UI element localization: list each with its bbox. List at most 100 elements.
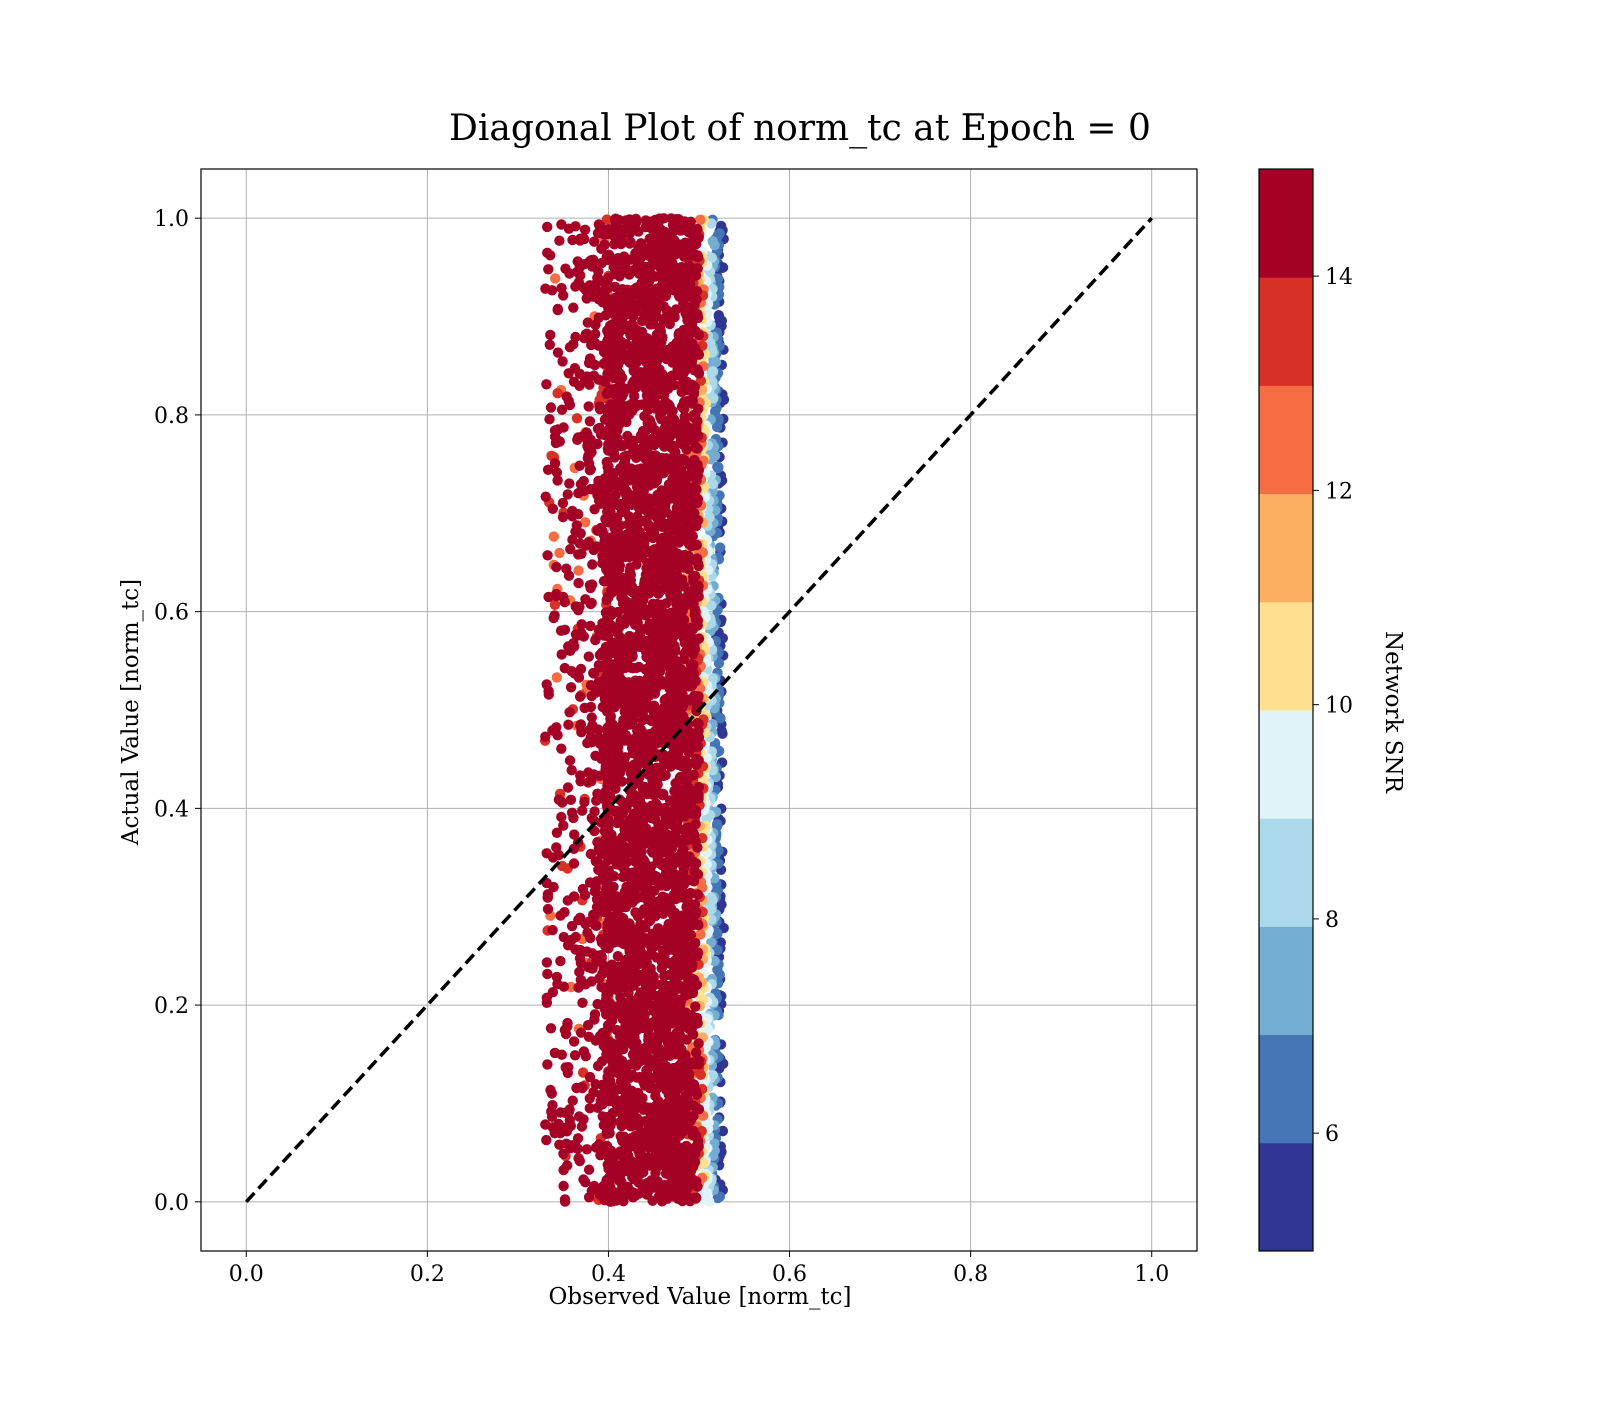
scatter-point <box>613 951 623 961</box>
scatter-point <box>596 244 606 254</box>
scatter-point <box>572 413 582 423</box>
scatter-point <box>616 226 626 236</box>
scatter-point <box>628 440 638 450</box>
scatter-point <box>620 760 630 770</box>
scatter-point <box>554 850 564 860</box>
scatter-point <box>554 1140 564 1150</box>
scatter-point <box>578 1174 588 1184</box>
scatter-point <box>573 488 583 498</box>
scatter-point <box>578 884 588 894</box>
scatter-point <box>570 363 580 373</box>
scatter-point <box>691 294 701 304</box>
scatter-point <box>543 892 553 902</box>
scatter-point <box>690 604 700 614</box>
scatter-point <box>556 626 566 636</box>
scatter-point <box>617 1133 627 1143</box>
scatter-point <box>543 264 553 274</box>
scatter-point <box>644 1160 654 1170</box>
scatter-point <box>576 719 586 729</box>
scatter-point <box>560 1196 570 1206</box>
scatter-point <box>621 711 631 721</box>
scatter-point <box>563 782 573 792</box>
scatter-point <box>552 972 562 982</box>
scatter-point <box>601 995 611 1005</box>
scatter-point <box>615 535 625 545</box>
scatter-point <box>567 506 577 516</box>
scatter-point <box>695 215 705 225</box>
scatter-point <box>681 510 691 520</box>
scatter-point <box>650 1182 660 1192</box>
scatter-point <box>693 615 703 625</box>
scatter-point <box>575 770 585 780</box>
scatter-point <box>691 858 701 868</box>
scatter-point <box>542 679 552 689</box>
scatter-point <box>603 273 613 283</box>
scatter-point <box>587 579 597 589</box>
scatter-point <box>612 894 622 904</box>
scatter-point <box>644 316 654 326</box>
scatter-point <box>582 429 592 439</box>
scatter-point <box>599 1120 609 1130</box>
scatter-point <box>609 262 619 272</box>
scatter-point <box>638 991 648 1001</box>
scatter-point <box>659 732 669 742</box>
scatter-point <box>542 957 552 967</box>
scatter-point <box>552 475 562 485</box>
scatter-point <box>564 707 574 717</box>
scatter-point <box>683 385 693 395</box>
scatter-point <box>667 258 677 268</box>
scatter-point <box>596 1096 606 1106</box>
scatter-point <box>655 666 665 676</box>
scatter-point <box>581 540 591 550</box>
scatter-point <box>661 958 671 968</box>
scatter-point <box>693 889 703 899</box>
scatter-point <box>678 550 688 560</box>
scatter-point <box>684 274 694 284</box>
scatter-point <box>606 1064 616 1074</box>
scatter-point <box>616 1107 626 1117</box>
scatter-point <box>550 432 560 442</box>
scatter-point <box>561 1029 571 1039</box>
scatter-point <box>564 268 574 278</box>
scatter-point <box>684 227 694 237</box>
scatter-point <box>591 796 601 806</box>
scatter-point <box>673 750 683 760</box>
scatter-point <box>540 732 550 742</box>
scatter-point <box>559 982 569 992</box>
scatter-point <box>570 944 580 954</box>
scatter-point <box>611 360 621 370</box>
scatter-point <box>645 915 655 925</box>
scatter-point <box>567 808 577 818</box>
scatter-point <box>691 760 701 770</box>
scatter-point <box>613 651 623 661</box>
scatter-point <box>623 820 633 830</box>
scatter-point <box>652 1083 662 1093</box>
scatter-point <box>668 341 678 351</box>
scatter-point <box>648 291 658 301</box>
scatter-point <box>630 1131 640 1141</box>
scatter-point <box>627 327 637 337</box>
scatter-point <box>667 482 677 492</box>
scatter-point <box>542 550 552 560</box>
scatter-point <box>589 668 599 678</box>
scatter-point <box>564 224 574 234</box>
scatter-point <box>691 521 701 531</box>
scatter-point <box>564 478 574 488</box>
scatter-point <box>672 1103 682 1113</box>
scatter-point <box>587 559 597 569</box>
scatter-point <box>550 458 560 468</box>
scatter-point <box>568 303 578 313</box>
scatter-point <box>668 220 678 230</box>
scatter-point <box>713 462 723 472</box>
scatter-point <box>632 839 642 849</box>
scatter-point <box>630 490 640 500</box>
scatter-point <box>612 905 622 915</box>
scatter-point <box>631 732 641 742</box>
scatter-point <box>708 236 718 246</box>
scatter-point <box>584 358 594 368</box>
scatter-point <box>542 848 552 858</box>
scatter-point <box>602 919 612 929</box>
scatter-point <box>678 287 688 297</box>
scatter-point <box>628 1172 638 1182</box>
